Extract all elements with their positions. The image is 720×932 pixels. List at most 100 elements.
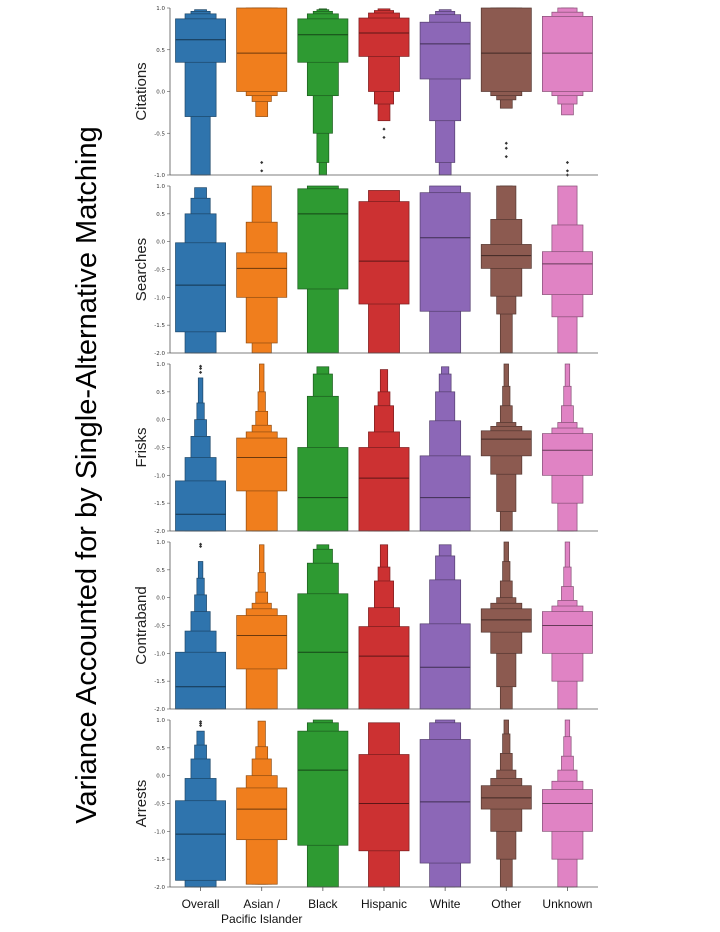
- series-arrests-other: [480, 719, 532, 888]
- series-arrests-unknown: [542, 719, 593, 888]
- box-level-1: [297, 593, 349, 710]
- outlier-point: [198, 542, 203, 546]
- y-tick-label: -0.5: [154, 624, 165, 630]
- panel-contraband: Contraband 1.0 0.5 0.0 -0.5 -1.0 -1.5 -2.0: [133, 540, 598, 713]
- outlier-point: [198, 370, 203, 374]
- box-level-1: [175, 242, 226, 333]
- y-tick-label: 0.0: [156, 418, 165, 424]
- box-level-1: [480, 608, 532, 633]
- y-tick-label: 1.0: [156, 718, 165, 724]
- series-arrests-overall: [175, 720, 226, 888]
- y-tick-label: -1.5: [154, 323, 165, 329]
- y-tick-label: 0.5: [156, 746, 165, 752]
- series-citations-black: [297, 8, 349, 176]
- box-level-1: [480, 7, 532, 92]
- outlier-point: [198, 364, 203, 368]
- box-level-1: [542, 789, 593, 832]
- box-level-1: [175, 480, 226, 532]
- box-level-1: [480, 785, 532, 810]
- y-tick-label: -1.0: [154, 829, 165, 835]
- figure-title: Variance Accounted for by Single-Alterna…: [71, 126, 103, 823]
- box-level-1: [236, 7, 288, 92]
- box-level-1: [419, 739, 471, 864]
- y-tick-label: 1.0: [156, 6, 165, 12]
- y-tick-label: 0.0: [156, 240, 165, 246]
- outlier-point: [260, 169, 264, 173]
- series-searches-black: [297, 185, 349, 354]
- series-citations-other: [480, 7, 532, 159]
- panel-frisks: Frisks 1.0 0.5 0.0 -0.5 -1.0 -1.5 -2.0: [133, 362, 598, 535]
- x-category-label-black: Black: [308, 897, 338, 911]
- y-tick-label: -2.0: [154, 885, 165, 891]
- box-level-1: [419, 455, 471, 532]
- box-level-1: [297, 18, 349, 63]
- y-tick-label: 0.5: [156, 48, 165, 54]
- outlier-point: [198, 544, 203, 549]
- y-tick-label: 0.5: [156, 390, 165, 396]
- outlier-point: [198, 721, 203, 725]
- y-tick-label: -0.5: [154, 802, 165, 808]
- series-frisks-white: [419, 366, 471, 532]
- y-tick-label: 1.0: [156, 184, 165, 190]
- y-tick-label: -1.0: [154, 173, 165, 179]
- x-axis-category-labels: Overall Asian /Pacific Islander Black Hispa…: [182, 887, 592, 926]
- series-citations-hispanic: [358, 8, 410, 140]
- y-tick-label: 0.5: [156, 568, 165, 574]
- series-contraband-overall: [175, 542, 226, 710]
- box-level-1: [236, 437, 288, 492]
- box-level-1: [419, 21, 471, 80]
- x-category-label-other: Other: [491, 897, 521, 911]
- box-level-1: [358, 201, 410, 305]
- series-searches-white: [419, 185, 471, 354]
- box-level-1: [542, 611, 593, 654]
- y-tick-label: 1.0: [156, 362, 165, 368]
- box-level-1: [358, 17, 410, 57]
- y-axis-label-contraband: Contraband: [133, 586, 150, 664]
- series-frisks-unknown: [542, 363, 593, 532]
- series-contraband-black: [297, 544, 349, 710]
- x-category-label-unknown: Unknown: [542, 897, 592, 911]
- outlier-point: [504, 141, 508, 145]
- x-category-label-white: White: [430, 897, 461, 911]
- y-tick-label: -1.5: [154, 501, 165, 507]
- box-level-1: [358, 626, 410, 710]
- box-level-1: [419, 192, 471, 312]
- series-citations-white: [419, 9, 471, 176]
- y-tick-label: -0.5: [154, 131, 165, 137]
- y-tick-label: -0.5: [154, 446, 165, 452]
- x-category-label-asian-pacific-islander: Asian /: [243, 897, 280, 911]
- series-contraband-other: [480, 541, 532, 710]
- y-tick-label: -1.0: [154, 295, 165, 301]
- outlier-point: [260, 160, 264, 165]
- box-level-1: [480, 244, 532, 269]
- y-tick-label: -1.0: [154, 651, 165, 657]
- box-level-1: [542, 16, 593, 92]
- outlier-point: [565, 169, 570, 173]
- outlier-point: [198, 366, 203, 371]
- series-frisks-black: [297, 366, 349, 532]
- box-level-1: [175, 651, 226, 710]
- series-arrests-black: [297, 719, 349, 888]
- outlier-point: [198, 723, 203, 728]
- series-arrests-hispanic: [358, 722, 410, 888]
- y-tick-label: 1.0: [156, 540, 165, 546]
- y-axis-label-arrests: Arrests: [133, 780, 150, 828]
- series-contraband-white: [419, 544, 471, 710]
- box-level-1: [297, 447, 349, 532]
- series-frisks-hispanic: [358, 369, 410, 532]
- panel-citations: Citations 1.0 0.5 0.0 -0.5 -1.0: [133, 6, 598, 244]
- series-contraband-unknown: [542, 541, 593, 710]
- panel-arrests: Arrests 1.0 0.5 0.0 -0.5 -1.0 -1.5 -2.0: [133, 718, 598, 891]
- y-tick-label: -1.0: [154, 473, 165, 479]
- box-level-1: [175, 800, 226, 881]
- box-level-1: [358, 447, 410, 532]
- box-level-1: [480, 430, 532, 457]
- series-searches-asian-pacific-islander: [236, 185, 288, 354]
- box-level-1: [419, 623, 471, 710]
- y-axis-label-citations: Citations: [133, 62, 150, 120]
- series-frisks-asian-pacific-islander: [236, 363, 288, 532]
- y-tick-label: -2.0: [154, 707, 165, 713]
- box-level-1: [297, 188, 349, 290]
- x-category-label-asian-pacific-islander: Pacific Islander: [221, 912, 302, 926]
